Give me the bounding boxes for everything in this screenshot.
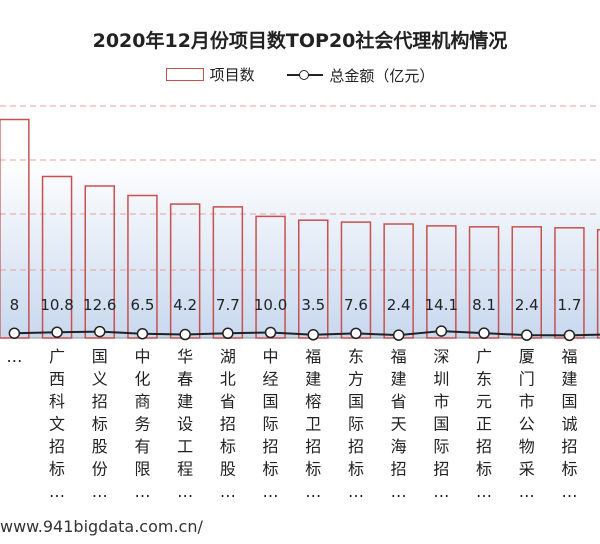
amount-label-4: 4.2 <box>173 296 197 314</box>
amount-point-11 <box>478 327 490 339</box>
amount-label-6: 10.0 <box>254 296 287 314</box>
amount-point-10 <box>435 325 448 337</box>
bar-2 <box>84 185 115 339</box>
x-label-12: 厦门市公物采… <box>519 347 535 501</box>
x-label-3: 中化商务有限… <box>134 347 150 501</box>
source-url: www.941bigdata.com.cn/ <box>0 517 203 536</box>
x-label-2: 国义招标股份… <box>92 347 108 501</box>
amount-point-0 <box>8 327 21 339</box>
bar-series <box>0 118 600 339</box>
amount-point-6 <box>264 326 277 339</box>
amount-label-9: 2.4 <box>387 296 411 314</box>
x-label-13: 福建国诚招标… <box>561 347 577 501</box>
legend-label-bars: 项目数 <box>209 66 255 84</box>
amount-label-8: 7.6 <box>344 296 368 314</box>
x-label-4: 华春建设工程… <box>177 347 193 501</box>
amount-label-10: 14.1 <box>425 296 458 314</box>
legend-bar-swatch <box>165 68 204 81</box>
amount-point-7 <box>307 329 319 341</box>
x-label-9: 福建省天海招… <box>391 347 407 501</box>
amount-label-1: 10.8 <box>40 296 73 314</box>
amount-label-12: 2.4 <box>515 296 539 314</box>
legend-line-swatch <box>287 69 324 81</box>
x-label-0: … <box>6 347 22 366</box>
gridlines <box>0 105 600 339</box>
amount-label-11: 8.1 <box>472 296 496 314</box>
bar-14 <box>596 228 600 339</box>
bar-10 <box>426 225 457 339</box>
amount-point-4 <box>179 328 191 341</box>
bar-1 <box>41 175 73 339</box>
amount-point-1 <box>51 326 63 338</box>
x-axis-labels: … 广西科文招标… 国义招标股份… 中化商务有限… 华春建设工程… 湖北省招标股… 中经国际… <box>6 347 577 501</box>
amount-point-13 <box>563 329 576 342</box>
amount-point-12 <box>521 329 533 341</box>
x-label-11: 广东元正招标… <box>476 347 492 501</box>
amount-label-13: 1.7 <box>558 296 582 314</box>
amount-point-9 <box>392 329 405 341</box>
amount-point-5 <box>222 327 234 340</box>
legend-label-line: 总金额（亿元） <box>329 66 435 85</box>
amount-label-0: 8 <box>10 296 20 314</box>
line-series <box>8 325 600 342</box>
amount-label-2: 12.6 <box>83 296 116 314</box>
x-label-1: 广西科文招标… <box>49 347 65 501</box>
amount-point-2 <box>94 325 106 338</box>
amount-point-8 <box>350 327 362 340</box>
chart-title: 2020年12月份项目数TOP20社会代理机构情况 <box>92 30 508 52</box>
x-label-7: 福建榕卫招标… <box>305 347 321 501</box>
legend: 项目数 总金额（亿元） <box>0 64 600 86</box>
legend-item-line: 总金额（亿元） <box>287 65 434 86</box>
amount-label-3: 6.5 <box>131 296 155 314</box>
x-label-10: 深圳市国际招… <box>433 347 449 501</box>
x-label-6: 中经国际招标… <box>263 347 279 501</box>
amount-point-3 <box>136 327 149 340</box>
x-label-5: 湖北省招标股… <box>220 347 236 501</box>
legend-item-bars: 项目数 <box>165 64 255 85</box>
amount-label-7: 3.5 <box>301 296 325 314</box>
value-labels: 8 10.8 12.6 6.5 4.2 7.7 10.0 3.5 7.6 2.4 14.1 8.1 2.… <box>10 296 582 314</box>
amount-label-5: 7.7 <box>216 296 240 314</box>
plot-background <box>0 160 600 338</box>
x-label-8: 东方国际招标… <box>348 347 364 501</box>
